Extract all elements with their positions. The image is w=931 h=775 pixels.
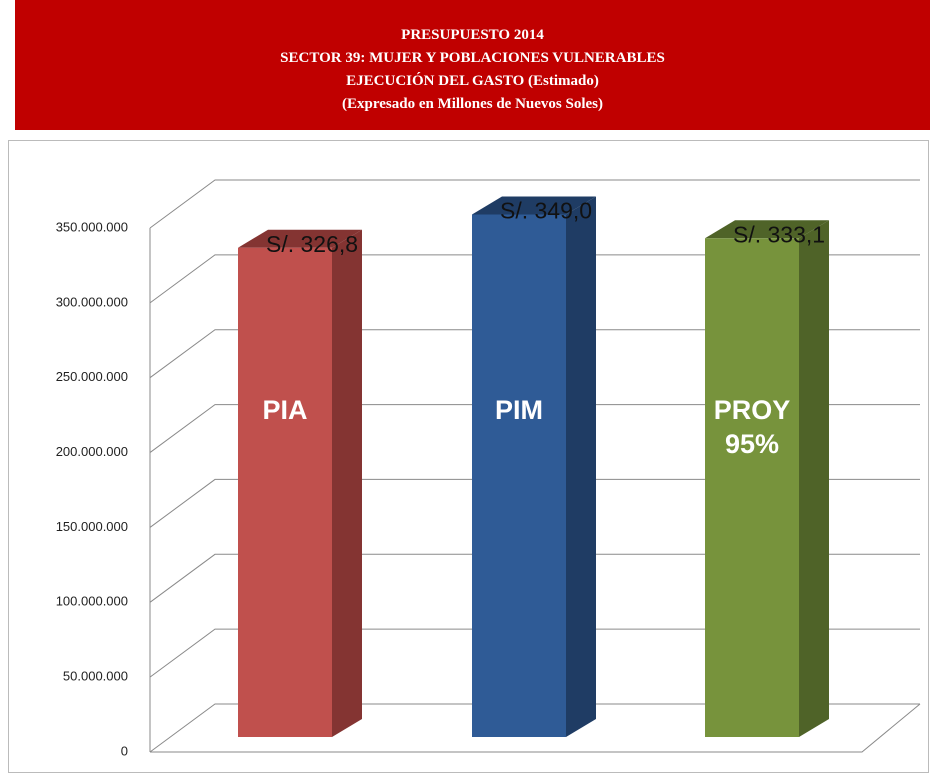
subtitle: SECTOR 39: MUJER Y POBLACIONES VULNERABL…: [280, 50, 665, 66]
y-tick-label: 0: [121, 743, 128, 758]
grid-line: [149, 404, 920, 453]
grid-line: [149, 703, 920, 753]
grid-line: [149, 179, 920, 229]
y-tick-label: 350.000.000: [56, 219, 128, 234]
bar-top: [238, 229, 362, 248]
bar-top: [472, 196, 596, 215]
bar-top: [705, 220, 829, 239]
value-label: S/. 349,0: [500, 198, 592, 224]
chart-title: PRESUPUESTO 2014: [401, 27, 544, 43]
bar-side: [332, 229, 362, 738]
subtitle: EJECUCIÓN DEL GASTO (Estimado): [346, 73, 599, 89]
y-tick-label: 50.000.000: [63, 669, 128, 684]
grid-line: [149, 329, 920, 379]
grid-line: [149, 628, 920, 678]
bar: [238, 247, 332, 738]
value-label: S/. 326,8: [266, 231, 358, 257]
y-tick-label: 300.000.000: [56, 294, 128, 309]
floor-edge: [150, 703, 921, 753]
value-label: S/. 333,1: [733, 221, 825, 247]
bar-side: [799, 220, 829, 738]
grid-line: [149, 553, 920, 603]
y-tick-label: 100.000.000: [56, 594, 128, 609]
bar: [472, 214, 566, 738]
grid-line: [149, 478, 920, 528]
category-label: PIM: [494, 395, 543, 425]
category-label: PROY 95%: [713, 395, 791, 459]
y-tick-label: 200.000.000: [56, 444, 128, 459]
category-label: PIA: [262, 395, 308, 425]
bar: [705, 238, 799, 738]
y-tick-label: 150.000.000: [56, 519, 128, 534]
chart-frame: [8, 140, 929, 773]
header: PRESUPUESTO 2014 SECTOR 39: MUJER Y POBL…: [15, 0, 930, 130]
y-tick-label: 250.000.000: [56, 369, 128, 384]
grid-line: [149, 254, 920, 304]
subtitle: (Expresado en Millones de Nuevos Soles): [342, 96, 603, 112]
bar-side: [566, 196, 596, 738]
